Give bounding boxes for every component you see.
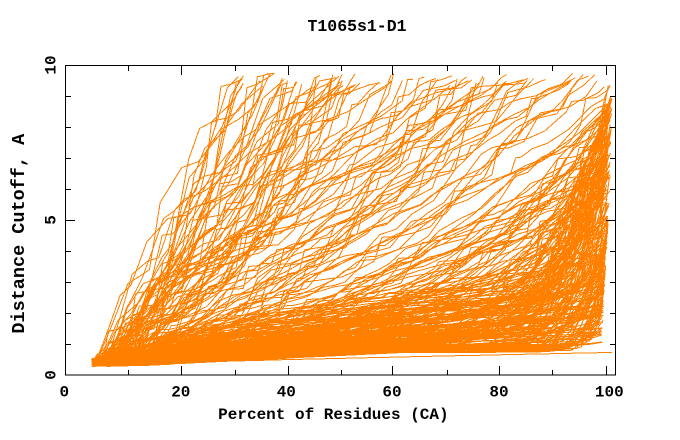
svg-text:5: 5 [43, 215, 61, 225]
svg-text:100: 100 [595, 384, 624, 402]
svg-text:80: 80 [489, 384, 508, 402]
svg-text:Percent of Residues (CA): Percent of Residues (CA) [218, 406, 448, 424]
svg-text:T1065s1-D1: T1065s1-D1 [307, 17, 406, 36]
svg-text:0: 0 [43, 370, 61, 380]
svg-text:60: 60 [382, 384, 401, 402]
svg-text:Distance Cutoff, A: Distance Cutoff, A [9, 133, 30, 334]
svg-text:20: 20 [171, 384, 190, 402]
svg-text:40: 40 [277, 384, 296, 402]
svg-text:0: 0 [59, 384, 69, 402]
svg-text:10: 10 [43, 55, 61, 74]
